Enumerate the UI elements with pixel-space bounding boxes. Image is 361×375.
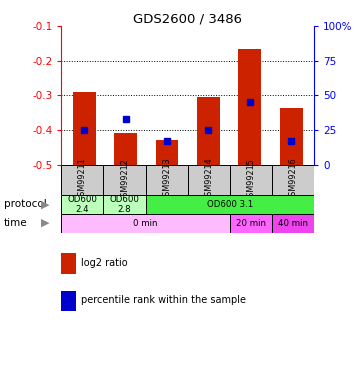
Text: GSM99213: GSM99213 xyxy=(162,158,171,201)
Bar xyxy=(61,195,104,214)
Bar xyxy=(61,214,230,232)
Bar xyxy=(272,214,314,232)
Bar xyxy=(230,165,272,195)
Bar xyxy=(230,214,272,232)
Text: GSM99211: GSM99211 xyxy=(78,158,87,201)
Bar xyxy=(104,195,145,214)
Bar xyxy=(61,165,104,195)
Bar xyxy=(239,49,261,165)
Text: GSM99216: GSM99216 xyxy=(288,158,297,201)
Bar xyxy=(73,92,96,165)
Text: 20 min: 20 min xyxy=(236,219,266,228)
Bar xyxy=(104,165,145,195)
Text: 0 min: 0 min xyxy=(133,219,158,228)
Text: time: time xyxy=(4,218,27,228)
Text: ▶: ▶ xyxy=(41,199,49,209)
Bar xyxy=(272,165,314,195)
Bar xyxy=(145,165,188,195)
Text: protocol: protocol xyxy=(4,199,46,209)
Text: GSM99215: GSM99215 xyxy=(247,158,255,201)
Bar xyxy=(280,108,303,165)
Bar xyxy=(188,165,230,195)
Title: GDS2600 / 3486: GDS2600 / 3486 xyxy=(133,12,242,25)
Text: OD600
2.8: OD600 2.8 xyxy=(110,195,139,214)
Text: GSM99212: GSM99212 xyxy=(120,158,129,201)
Text: OD600
2.4: OD600 2.4 xyxy=(68,195,97,214)
Text: log2 ratio: log2 ratio xyxy=(81,258,128,267)
Text: GSM99214: GSM99214 xyxy=(204,158,213,201)
Text: 40 min: 40 min xyxy=(278,219,308,228)
Bar xyxy=(114,134,137,165)
Text: ▶: ▶ xyxy=(41,218,49,228)
Bar xyxy=(145,195,314,214)
Bar xyxy=(156,140,178,165)
Text: OD600 3.1: OD600 3.1 xyxy=(207,200,253,209)
Bar xyxy=(197,97,220,165)
Text: percentile rank within the sample: percentile rank within the sample xyxy=(81,295,246,305)
